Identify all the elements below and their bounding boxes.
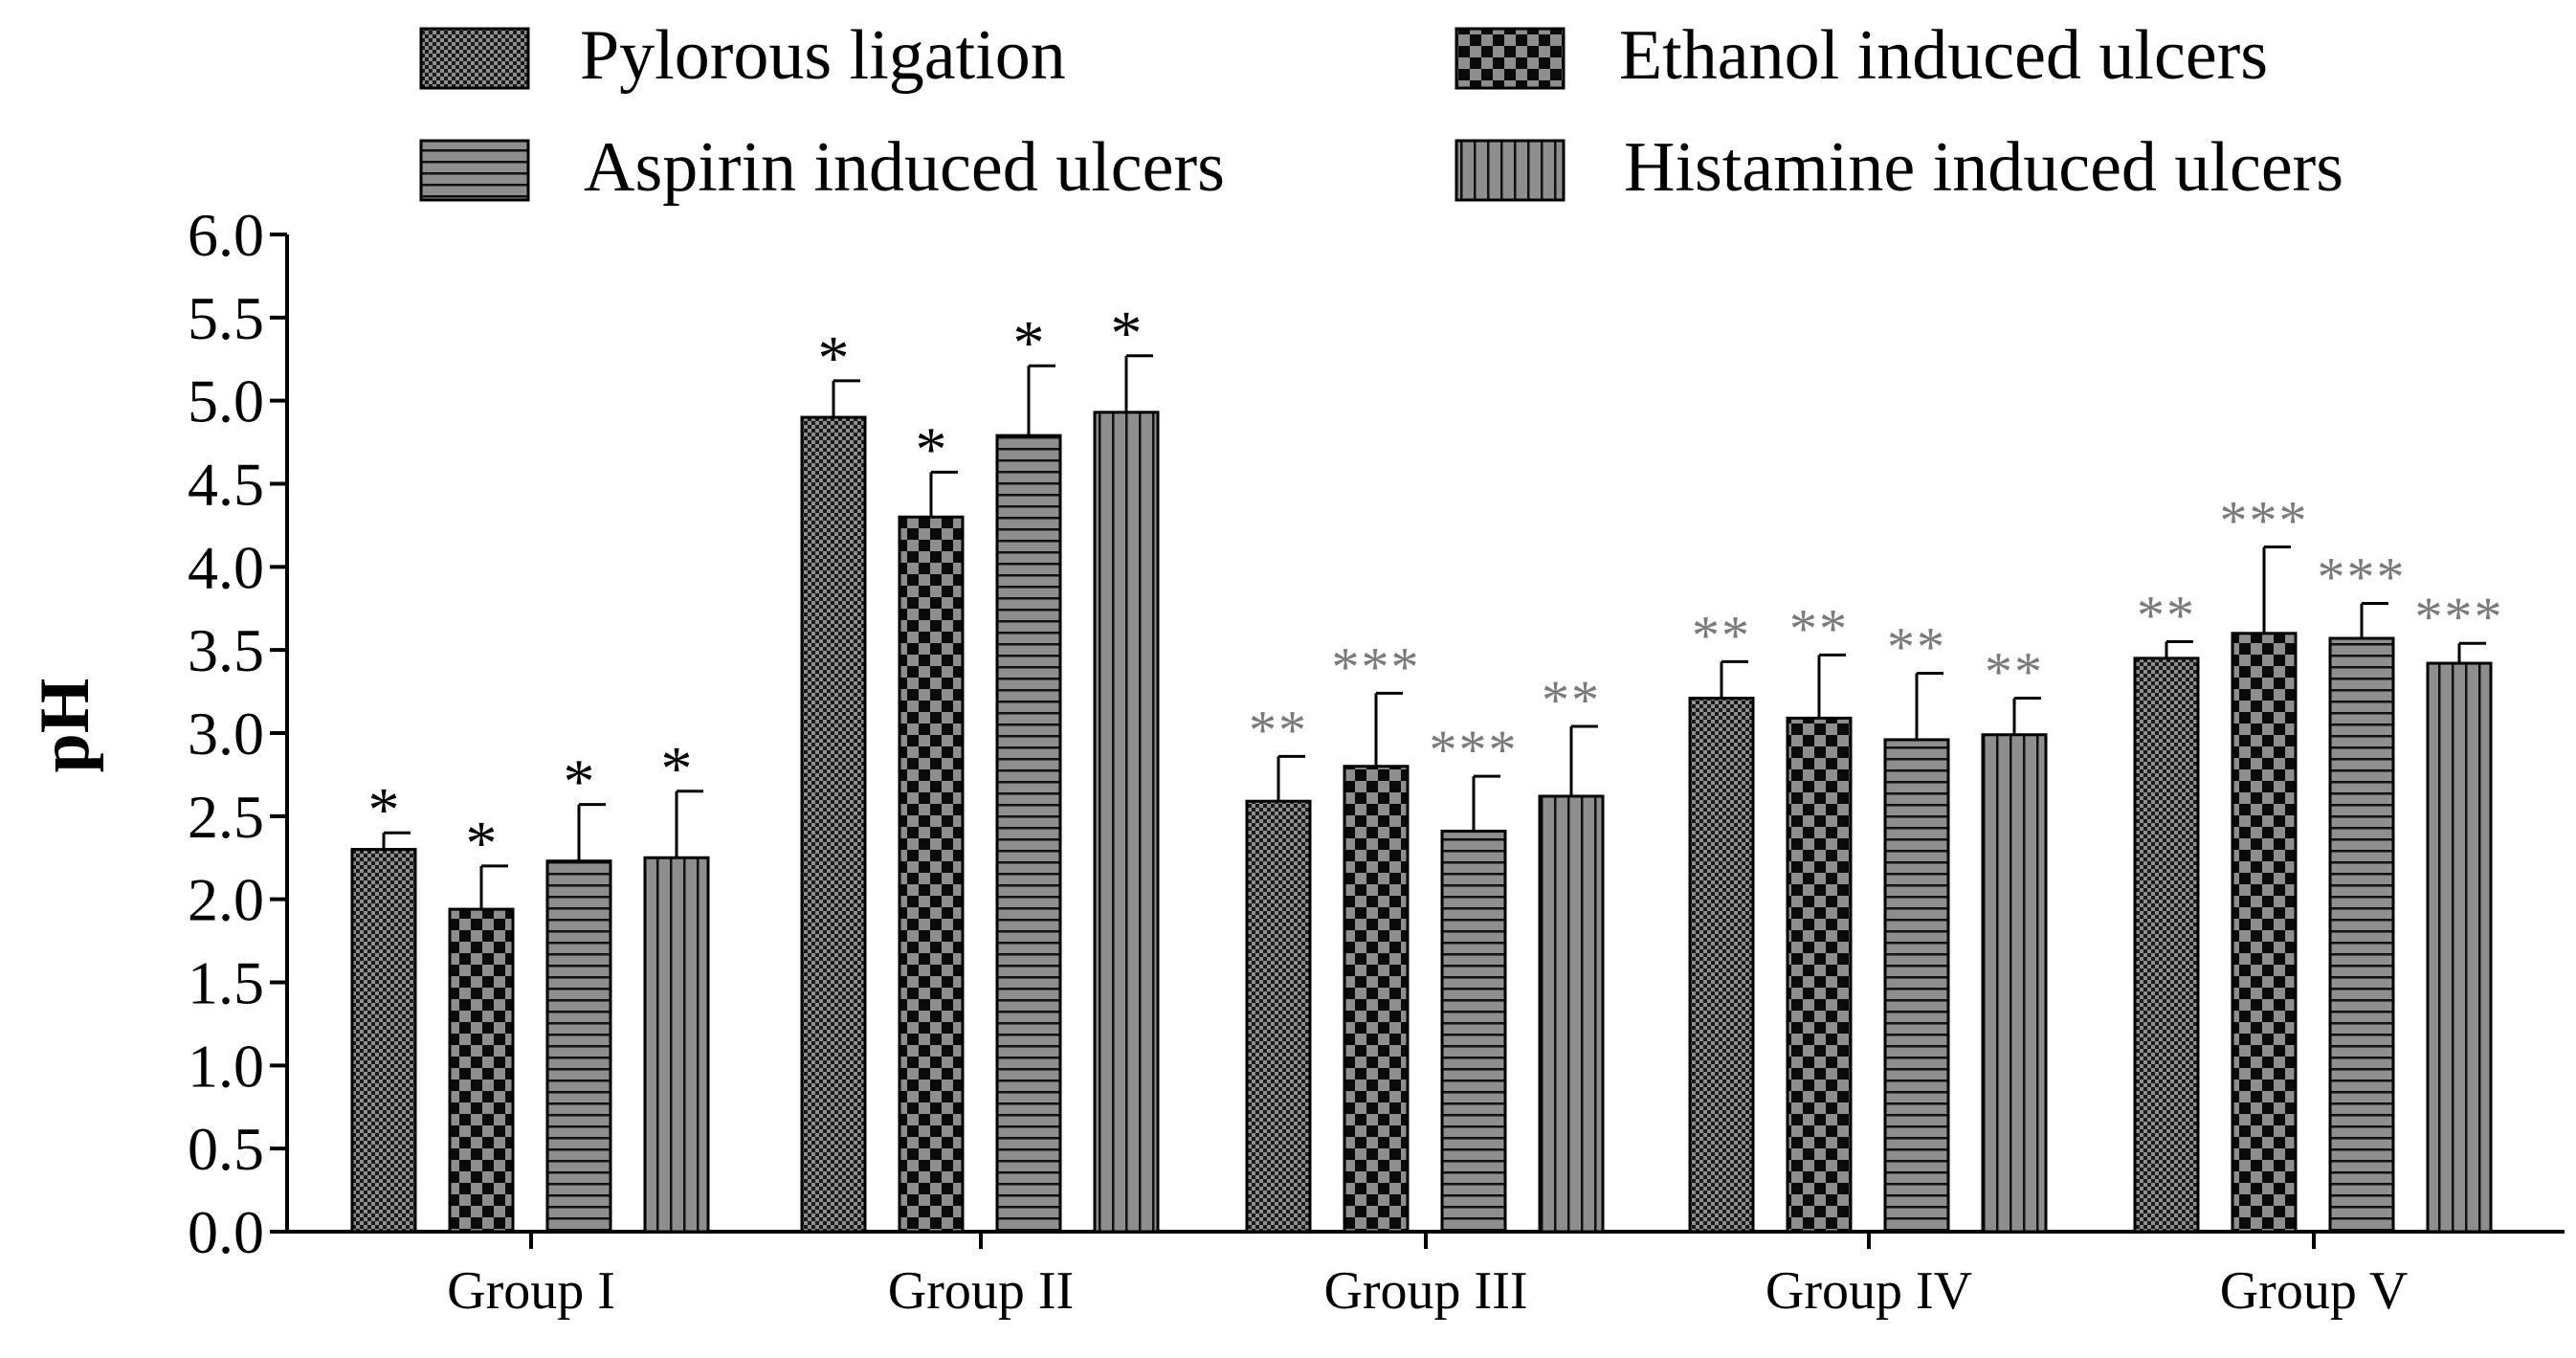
x-axis: Group I Group II Group III Group IV Group V — [287, 1230, 2565, 1321]
bar — [545, 859, 612, 1234]
bar — [1245, 799, 1312, 1234]
chart-legend: Pylorous ligation Ethanol induced ulcers A… — [419, 16, 2343, 207]
significance-mark: * — [1111, 299, 1143, 368]
y-tick-label: 1.0 — [188, 1032, 264, 1100]
y-tick-label: 6.0 — [188, 201, 264, 269]
y-tick-label: 5.0 — [188, 367, 264, 435]
significance-mark: *** — [2318, 546, 2407, 609]
significance-mark: *** — [1430, 719, 1519, 781]
significance-mark: *** — [2415, 586, 2504, 648]
x-tick-label: Group I — [447, 1261, 615, 1321]
y-axis: 0.0 0.5 1.0 1.5 2.0 2.5 3.0 3.5 4.0 4.5 5.0 5.5 6.0 — [188, 201, 289, 1266]
bar — [448, 907, 515, 1234]
bar — [350, 848, 417, 1234]
bar — [1343, 765, 1410, 1234]
legend-label: Ethanol induced ulcers — [1619, 16, 2268, 95]
bar — [1688, 697, 1755, 1234]
bar — [898, 515, 965, 1234]
bar — [2328, 636, 2395, 1234]
significance-mark: ** — [1542, 669, 1601, 731]
bar — [2231, 632, 2298, 1234]
significance-mark: * — [1013, 308, 1045, 378]
bar — [1883, 738, 1950, 1234]
bar — [1786, 716, 1853, 1234]
significance-mark: *** — [2220, 489, 2309, 551]
y-tick-label: 1.5 — [188, 949, 264, 1017]
y-tick-label: 3.5 — [188, 616, 264, 684]
legend-swatch — [419, 27, 530, 90]
bar — [2133, 657, 2200, 1234]
y-tick-label: 2.5 — [188, 783, 264, 851]
significance-mark: ** — [1789, 597, 1849, 659]
x-tick-label: Group III — [1323, 1261, 1527, 1321]
x-tick-label: Group II — [888, 1261, 1074, 1321]
significance-mark: ** — [1249, 699, 1308, 761]
bar — [2426, 661, 2493, 1234]
y-axis-label: pH — [26, 679, 104, 773]
significance-mark: ** — [1887, 615, 1946, 678]
bar-series-group — [350, 354, 2493, 1234]
bar — [1093, 411, 1160, 1234]
significance-mark: ** — [1692, 604, 1751, 666]
significance-mark: * — [818, 323, 850, 393]
y-tick-label: 5.5 — [188, 284, 264, 352]
y-tick-label: 2.0 — [188, 866, 264, 934]
x-tick-label: Group IV — [1765, 1261, 1972, 1321]
y-tick-label: 3.0 — [188, 700, 264, 768]
legend-swatch — [1455, 139, 1566, 202]
significance-mark: * — [368, 775, 400, 845]
bar — [1538, 794, 1605, 1234]
significance-annotations: ****** ************************** ***** — [368, 299, 2504, 879]
legend-swatch — [1455, 27, 1566, 90]
significance-mark: *** — [1332, 635, 1421, 698]
y-tick-label: 4.0 — [188, 533, 264, 601]
legend-label: Histamine induced ulcers — [1624, 128, 2343, 207]
significance-mark: * — [564, 747, 595, 817]
significance-mark: ** — [1985, 641, 2044, 703]
significance-mark: * — [916, 414, 947, 484]
x-tick-label: Group V — [2220, 1261, 2409, 1321]
legend-label: Aspirin induced ulcers — [584, 128, 1225, 207]
significance-mark: * — [466, 809, 498, 879]
y-tick-label: 4.5 — [188, 451, 264, 519]
bar — [1981, 733, 2048, 1234]
y-tick-label: 0.5 — [188, 1115, 264, 1183]
legend-label: Pylorous ligation — [580, 16, 1066, 95]
y-tick-label: 0.0 — [188, 1198, 264, 1266]
legend-swatch — [419, 139, 530, 202]
significance-mark: * — [661, 734, 693, 804]
bar — [1440, 829, 1507, 1234]
bar — [995, 434, 1062, 1234]
significance-mark: ** — [2137, 584, 2196, 646]
bar — [643, 856, 710, 1234]
bar — [800, 415, 867, 1234]
